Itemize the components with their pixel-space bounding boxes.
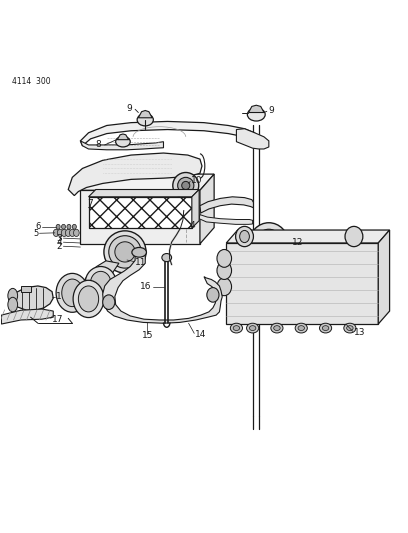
Ellipse shape xyxy=(115,136,130,147)
Ellipse shape xyxy=(322,326,329,330)
Ellipse shape xyxy=(207,288,219,302)
Ellipse shape xyxy=(345,227,363,247)
Polygon shape xyxy=(226,230,390,243)
Ellipse shape xyxy=(247,108,265,121)
Ellipse shape xyxy=(72,224,76,229)
Ellipse shape xyxy=(132,247,146,257)
Text: 3: 3 xyxy=(56,233,62,243)
Ellipse shape xyxy=(217,262,232,279)
Ellipse shape xyxy=(73,280,104,318)
Text: 4: 4 xyxy=(57,238,62,247)
Text: 11: 11 xyxy=(135,258,146,267)
Text: 16: 16 xyxy=(140,282,151,291)
Text: 1: 1 xyxy=(56,293,62,301)
Ellipse shape xyxy=(235,227,253,247)
Text: 9: 9 xyxy=(126,104,132,113)
Ellipse shape xyxy=(177,177,194,193)
Text: 13: 13 xyxy=(354,328,366,337)
Ellipse shape xyxy=(217,278,232,296)
Text: 10: 10 xyxy=(191,176,202,185)
Polygon shape xyxy=(80,174,214,190)
Text: 17: 17 xyxy=(52,314,64,324)
Polygon shape xyxy=(200,174,214,244)
Polygon shape xyxy=(138,110,152,118)
Text: 4: 4 xyxy=(190,222,195,230)
Ellipse shape xyxy=(62,224,66,229)
Ellipse shape xyxy=(319,323,332,333)
Ellipse shape xyxy=(249,326,256,330)
Text: 14: 14 xyxy=(195,330,206,339)
Polygon shape xyxy=(199,215,253,224)
Ellipse shape xyxy=(67,224,71,229)
Polygon shape xyxy=(89,190,199,197)
Ellipse shape xyxy=(239,230,249,243)
Polygon shape xyxy=(117,134,129,140)
Ellipse shape xyxy=(53,229,59,237)
Ellipse shape xyxy=(231,323,242,333)
Polygon shape xyxy=(10,286,53,310)
Ellipse shape xyxy=(61,229,67,237)
Ellipse shape xyxy=(298,326,304,330)
Ellipse shape xyxy=(56,273,89,312)
Polygon shape xyxy=(250,274,287,288)
Polygon shape xyxy=(103,251,222,323)
Ellipse shape xyxy=(173,173,199,198)
Polygon shape xyxy=(82,261,119,302)
Ellipse shape xyxy=(277,285,285,290)
Ellipse shape xyxy=(137,114,153,126)
Ellipse shape xyxy=(109,236,141,268)
Ellipse shape xyxy=(65,229,71,237)
Polygon shape xyxy=(68,153,202,196)
Text: 12: 12 xyxy=(293,238,304,247)
Polygon shape xyxy=(80,122,255,146)
Polygon shape xyxy=(236,129,269,149)
Ellipse shape xyxy=(249,223,288,263)
Polygon shape xyxy=(80,190,200,244)
Ellipse shape xyxy=(274,326,280,330)
Ellipse shape xyxy=(103,295,115,310)
Text: 4114  300: 4114 300 xyxy=(11,77,50,86)
Ellipse shape xyxy=(115,242,135,262)
Text: 7: 7 xyxy=(87,199,93,208)
Bar xyxy=(21,286,31,292)
Polygon shape xyxy=(1,309,53,324)
Ellipse shape xyxy=(57,229,63,237)
Text: 9: 9 xyxy=(269,106,275,115)
Ellipse shape xyxy=(347,326,353,330)
Polygon shape xyxy=(248,105,264,112)
Ellipse shape xyxy=(344,323,356,333)
Text: 2: 2 xyxy=(57,242,62,251)
Polygon shape xyxy=(192,190,199,228)
Ellipse shape xyxy=(162,254,172,262)
Ellipse shape xyxy=(91,271,111,294)
Text: 15: 15 xyxy=(142,331,154,340)
Polygon shape xyxy=(226,243,378,324)
Text: 6: 6 xyxy=(36,222,41,231)
Bar xyxy=(89,197,192,228)
Ellipse shape xyxy=(182,181,190,190)
Ellipse shape xyxy=(256,229,282,257)
Polygon shape xyxy=(200,197,253,213)
Ellipse shape xyxy=(233,326,239,330)
Ellipse shape xyxy=(246,323,259,333)
Text: 5: 5 xyxy=(33,229,39,238)
Ellipse shape xyxy=(69,229,75,237)
Ellipse shape xyxy=(295,323,307,333)
Ellipse shape xyxy=(217,249,232,268)
Bar xyxy=(89,197,192,228)
Text: 8: 8 xyxy=(95,140,101,149)
Ellipse shape xyxy=(78,286,99,312)
Ellipse shape xyxy=(104,231,146,273)
Ellipse shape xyxy=(56,224,60,229)
Ellipse shape xyxy=(253,285,261,290)
Ellipse shape xyxy=(271,323,283,333)
Ellipse shape xyxy=(8,297,18,312)
Ellipse shape xyxy=(8,288,18,303)
Polygon shape xyxy=(378,230,390,324)
Ellipse shape xyxy=(85,266,116,299)
Ellipse shape xyxy=(62,279,83,306)
Polygon shape xyxy=(80,141,164,150)
Ellipse shape xyxy=(73,229,79,237)
Polygon shape xyxy=(249,264,288,274)
